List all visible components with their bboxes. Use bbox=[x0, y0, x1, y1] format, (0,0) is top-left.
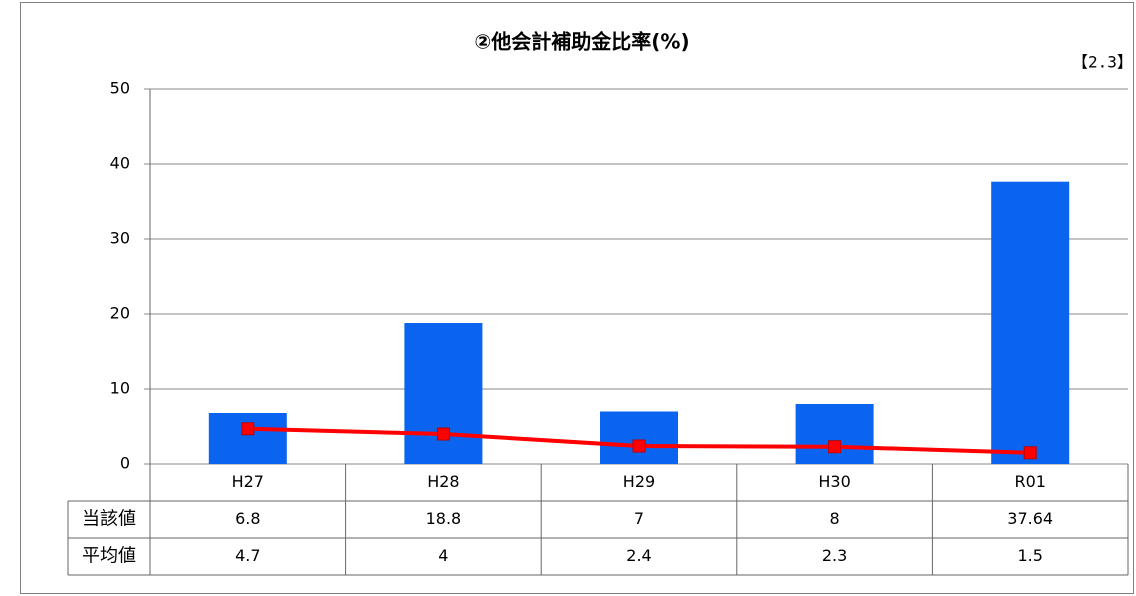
x-tick-label: R01 bbox=[1014, 472, 1045, 491]
table-value: 8 bbox=[830, 509, 840, 528]
x-tick-label: H28 bbox=[427, 472, 459, 491]
line-marker bbox=[1023, 446, 1037, 460]
table-value: 7 bbox=[634, 509, 644, 528]
bar bbox=[795, 404, 874, 464]
table-value: 4.7 bbox=[235, 546, 260, 565]
x-tick-label: H30 bbox=[818, 472, 850, 491]
table-value: 4 bbox=[438, 546, 448, 565]
bar bbox=[600, 411, 678, 464]
table-value: 6.8 bbox=[235, 509, 260, 528]
table-value: 2.4 bbox=[626, 546, 651, 565]
table-value: 1.5 bbox=[1017, 546, 1042, 565]
legend-label: 平均値 bbox=[82, 546, 136, 567]
chart-title: ②他会計補助金比率(%) bbox=[474, 30, 689, 54]
x-tick-label: H29 bbox=[623, 472, 655, 491]
bar bbox=[991, 181, 1070, 464]
table-value: 18.8 bbox=[426, 509, 462, 528]
line-marker bbox=[241, 422, 255, 436]
line-marker bbox=[436, 427, 450, 441]
legend-label: 当該値 bbox=[82, 509, 136, 530]
line-marker bbox=[632, 439, 646, 453]
note: 【2.3】 bbox=[1072, 53, 1133, 72]
chart-frame bbox=[20, 2, 1134, 594]
x-tick-label: H27 bbox=[232, 472, 264, 491]
bar bbox=[404, 323, 483, 464]
bar bbox=[208, 413, 287, 464]
y-tick-label: 10 bbox=[110, 379, 130, 398]
y-tick-label: 20 bbox=[110, 304, 130, 323]
y-tick-label: 50 bbox=[110, 79, 130, 98]
table-value: 2.3 bbox=[822, 546, 847, 565]
y-tick-label: 30 bbox=[110, 229, 130, 248]
y-tick-label: 40 bbox=[110, 154, 130, 173]
table-value: 37.64 bbox=[1007, 509, 1053, 528]
line-marker bbox=[828, 440, 842, 454]
y-tick-label: 0 bbox=[120, 454, 130, 473]
